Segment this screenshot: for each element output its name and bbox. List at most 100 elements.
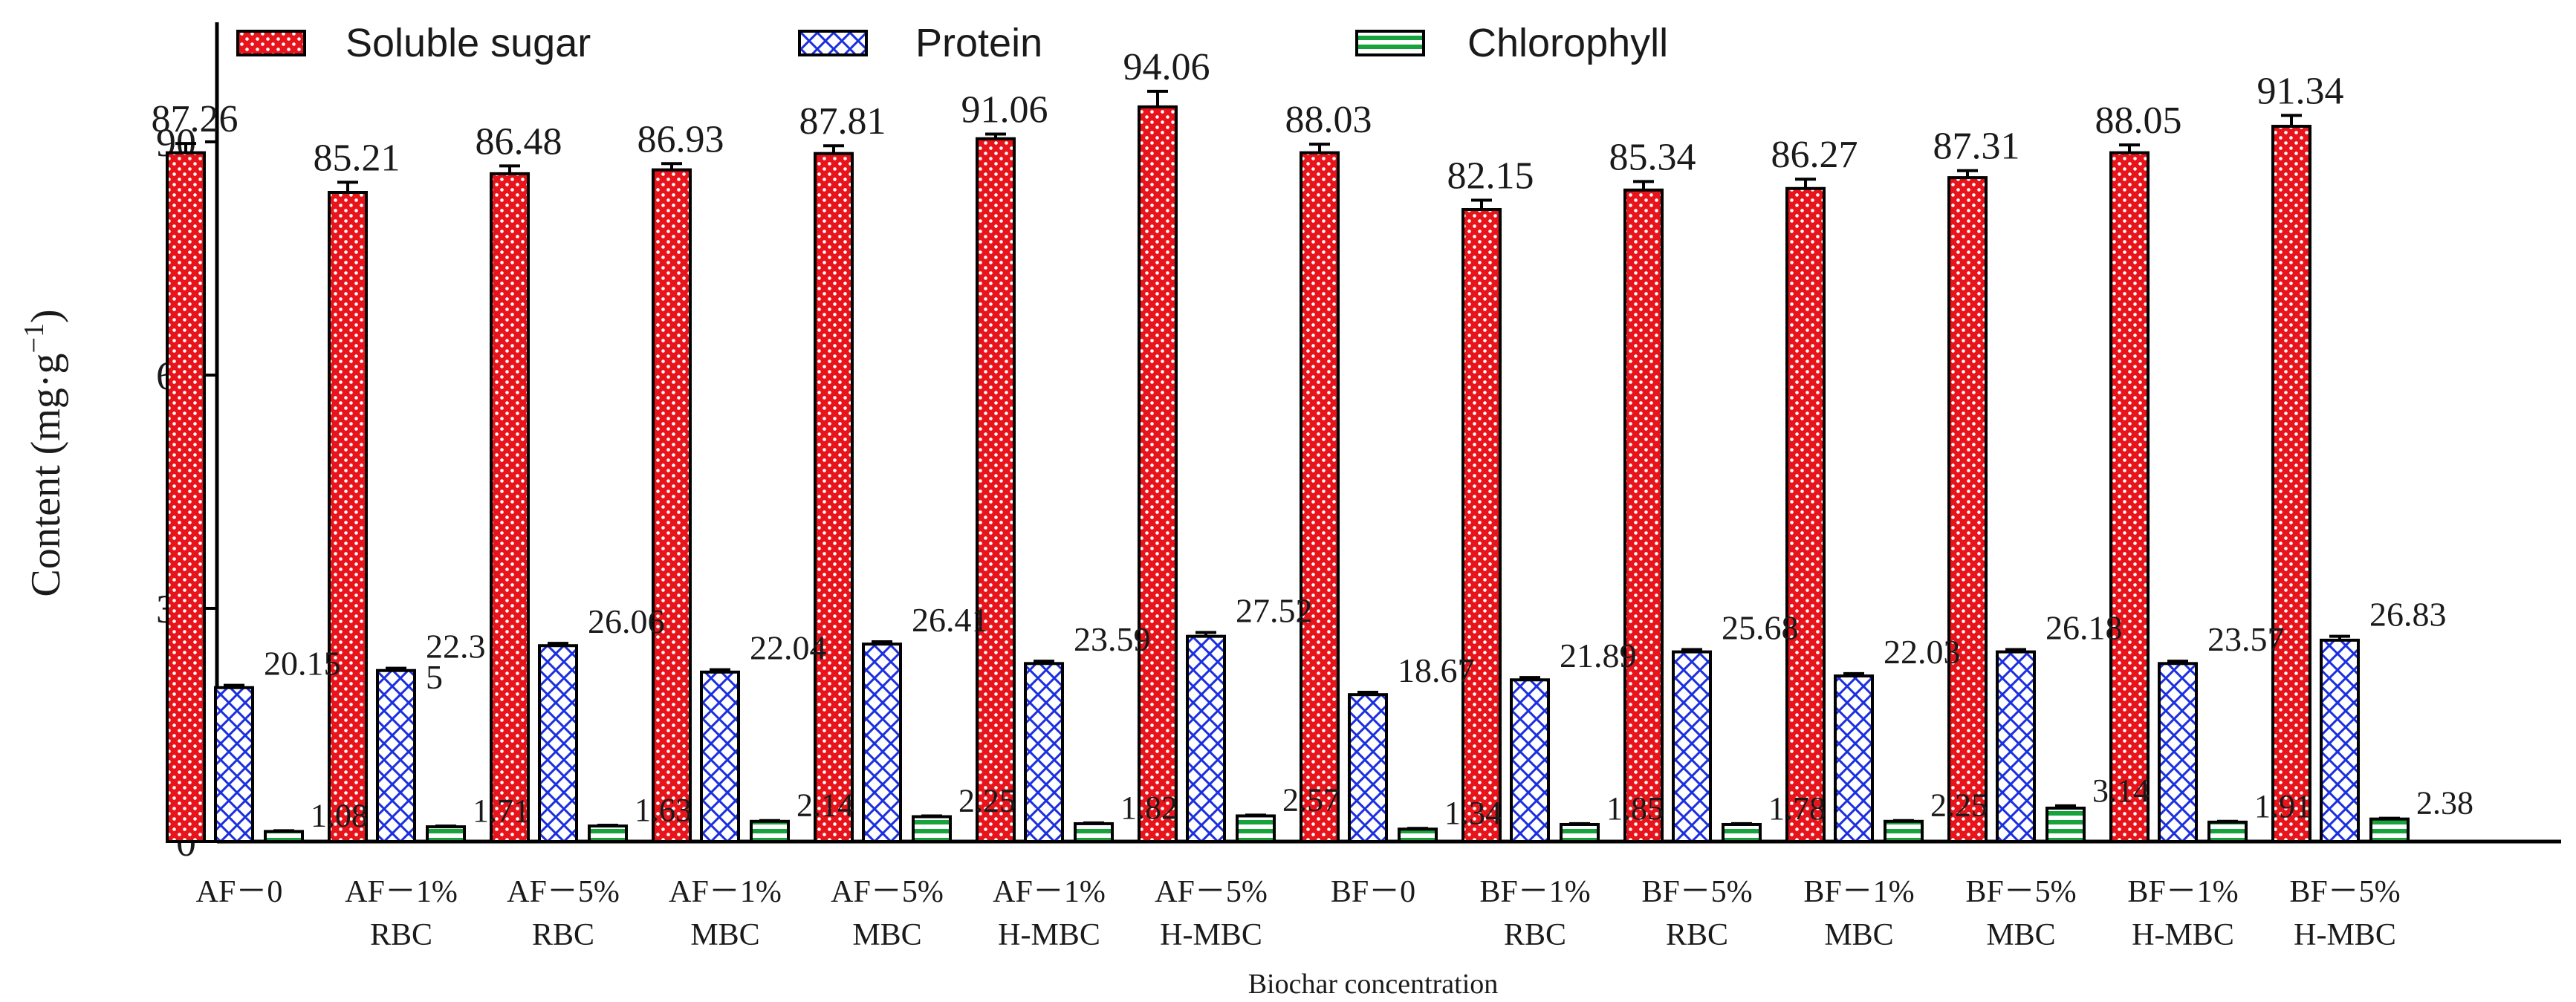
x-tick-label-line2: MBC <box>1824 918 1893 952</box>
data-label-line: 86.48 <box>476 120 562 163</box>
data-label-soluble-sugar: 91.34 <box>2257 70 2344 112</box>
data-label-line: 1.91 <box>2254 788 2311 824</box>
bar-protein <box>1348 693 1388 843</box>
data-label-soluble-sugar: 86.93 <box>637 118 724 160</box>
data-label-soluble-sugar: 82.15 <box>1447 154 1534 197</box>
data-label-line: 1.82 <box>1120 790 1178 826</box>
data-label-line: 1.08 <box>311 797 368 833</box>
x-tick-label-line1: BF－1% <box>1803 875 1914 909</box>
data-label-line: 21.89 <box>1560 637 1637 674</box>
x-tick-label-line1: AF－1% <box>345 875 458 909</box>
data-label-line: 1.63 <box>635 792 692 828</box>
data-label-chlorophyll: 3.14 <box>2092 772 2150 809</box>
bar-soluble-sugar <box>490 172 530 843</box>
bar-protein <box>214 686 254 844</box>
bar-protein <box>700 670 740 843</box>
x-axis-title: Biochar concentration <box>1248 969 1499 1000</box>
bar-soluble-sugar <box>2271 125 2311 843</box>
data-label-line: 91.34 <box>2257 70 2344 112</box>
data-label-chlorophyll: 2.38 <box>2416 785 2473 822</box>
data-label-protein: 23.57 <box>2207 620 2285 658</box>
bar-chlorophyll <box>912 815 952 844</box>
data-label-protein: 22.3 5 <box>426 628 486 696</box>
bar-protein <box>1834 674 1874 844</box>
data-label-protein: 20.15 <box>264 645 341 683</box>
legend-label-chlorophyll: Chlorophyll <box>1467 21 1668 65</box>
x-tick-label-line2: RBC <box>532 918 594 952</box>
data-label-chlorophyll: 1.82 <box>1120 790 1178 826</box>
bar-protein <box>538 644 578 844</box>
data-label-line: 2.14 <box>797 787 854 824</box>
data-label-line: 2.38 <box>2416 785 2473 822</box>
data-label-protein: 21.89 <box>1560 637 1637 674</box>
data-label-line: 26.41 <box>912 601 989 639</box>
bar-protein <box>1510 678 1550 843</box>
data-label-line: 2.57 <box>1282 781 1340 818</box>
y-axis-title-sup: −1 <box>19 323 50 353</box>
bar-protein <box>1996 650 2036 844</box>
x-tick-label-line1: AF－5% <box>507 875 620 909</box>
data-label-line: 1.34 <box>1444 795 1502 831</box>
bar-chlorophyll <box>1074 822 1114 844</box>
data-label-line: 26.83 <box>2369 596 2447 634</box>
data-label-line: 23.57 <box>2207 620 2285 658</box>
data-label-soluble-sugar: 85.21 <box>314 137 400 179</box>
x-tick-label-line1: BF－5% <box>1641 875 1752 909</box>
data-label-line: 87.81 <box>799 100 886 143</box>
x-tick-label-line1: BF－5% <box>1965 875 2076 909</box>
x-tick-label-line2: H-MBC <box>2294 918 2396 952</box>
data-label-line: 86.27 <box>1771 134 1858 176</box>
x-tick-label-line2: RBC <box>1504 918 1566 952</box>
bar-chlorophyll <box>588 824 628 844</box>
data-label-line: 25.68 <box>1722 608 1799 646</box>
bar-chlorophyll <box>426 825 466 843</box>
data-label-protein: 26.18 <box>2045 608 2123 646</box>
data-label-line: 91.06 <box>961 89 1048 131</box>
bar-chlorophyll <box>1560 822 1600 844</box>
data-label-chlorophyll: 1.63 <box>635 792 692 828</box>
y-axis-title: Content (mg·g−1) <box>19 309 69 596</box>
bar-chlorophyll <box>1722 822 1762 844</box>
data-label-chlorophyll: 1.78 <box>1768 790 1826 827</box>
bar-soluble-sugar <box>166 151 206 844</box>
bar-soluble-sugar <box>1785 186 1826 844</box>
data-label-protein: 22.04 <box>750 629 827 667</box>
data-labels: 87.26 20.15 1.08 85.21 22.3 5 1.71 86.48 26.06 1.… <box>152 46 2474 833</box>
data-label-line: 85.21 <box>314 137 400 179</box>
data-label-line: 88.03 <box>1285 99 1372 141</box>
data-label-protein: 25.68 <box>1722 608 1799 646</box>
bar-soluble-sugar <box>2109 151 2150 844</box>
bar-chlorophyll <box>2369 817 2410 844</box>
data-label-chlorophyll: 1.85 <box>1606 790 1664 827</box>
bar-protein <box>1672 650 1712 844</box>
bar-protein <box>2158 662 2198 844</box>
x-tick-label-line2: H-MBC <box>2132 918 2234 952</box>
x-tick-label-line1: AF－1% <box>669 875 782 909</box>
x-tick-label-line1: AF－1% <box>993 875 1106 909</box>
bar-chlorophyll <box>750 819 790 843</box>
x-tick-label-line2: MBC <box>1986 918 2055 952</box>
x-tick-label-line2: MBC <box>852 918 921 952</box>
bar-soluble-sugar <box>1300 151 1340 844</box>
data-label-line: 27.52 <box>1236 591 1313 629</box>
data-label-chlorophyll: 1.08 <box>311 797 368 833</box>
data-label-protein: 26.06 <box>588 602 665 640</box>
data-label-chlorophyll: 1.34 <box>1444 795 1502 831</box>
data-label-line: 1.71 <box>473 793 530 829</box>
x-tick-label-line2: H-MBC <box>998 918 1100 952</box>
data-label-line: 82.15 <box>1447 154 1534 197</box>
data-label-chlorophyll: 1.91 <box>2254 788 2311 824</box>
bar-soluble-sugar <box>652 168 692 844</box>
bar-soluble-sugar <box>814 152 854 844</box>
data-label-line: 26.18 <box>2045 608 2123 646</box>
data-label-line: 85.34 <box>1609 136 1696 178</box>
data-label-line: 1.78 <box>1768 790 1826 827</box>
data-label-chlorophyll: 2.25 <box>1930 787 1988 824</box>
data-label-line: 22.3 <box>426 628 486 666</box>
data-label-soluble-sugar: 91.06 <box>961 89 1048 131</box>
x-tick-label-line2: MBC <box>690 918 759 952</box>
data-label-protein: 26.41 <box>912 601 989 639</box>
data-label-chlorophyll: 1.71 <box>473 793 530 829</box>
x-tick-label-line1: AF－5% <box>1155 875 1268 909</box>
